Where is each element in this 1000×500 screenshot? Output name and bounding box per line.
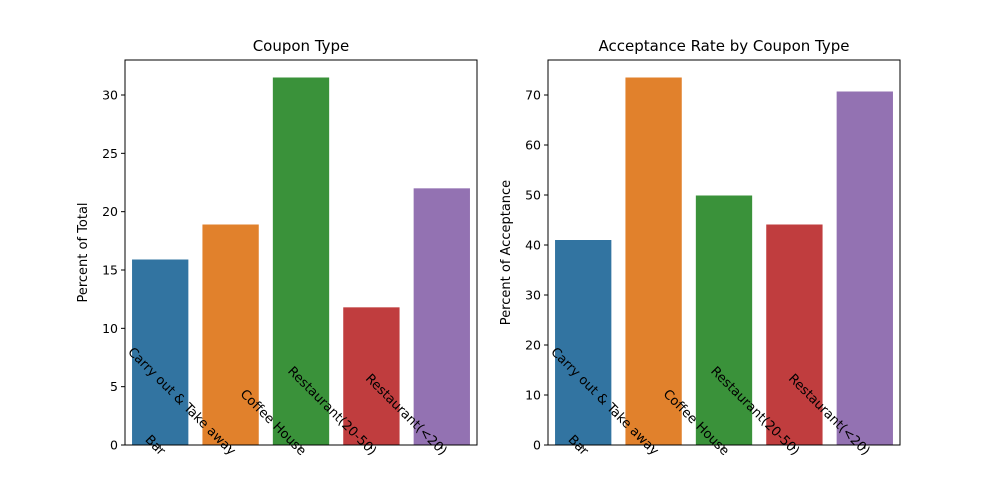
y-tick-label: 20: [525, 338, 541, 353]
bar-carry-out-take-away: [202, 224, 259, 445]
bar-carry-out-take-away: [625, 77, 682, 445]
y-tick-label: 30: [525, 288, 541, 303]
y-tick-label: 15: [102, 263, 118, 278]
y-tick-label: 0: [533, 438, 541, 453]
bar-restaurant-20-50: [766, 224, 823, 445]
y-tick-label: 30: [102, 88, 118, 103]
bar-bar: [132, 259, 189, 445]
bar-bar: [555, 240, 612, 445]
y-tick-label: 20: [102, 204, 118, 219]
y-tick-label: 50: [525, 188, 541, 203]
y-tick-label: 10: [102, 321, 118, 336]
chart-title: Acceptance Rate by Coupon Type: [599, 37, 850, 55]
y-tick-label: 60: [525, 138, 541, 153]
bar-coffee-house: [695, 195, 753, 445]
y-tick-label: 0: [110, 438, 118, 453]
y-axis-label: Percent of Total: [76, 202, 91, 302]
y-tick-label: 70: [525, 88, 541, 103]
bar-restaurant-20: [413, 188, 470, 446]
chart-title: Coupon Type: [253, 37, 350, 55]
y-axis-label: Percent of Acceptance: [499, 180, 514, 325]
y-tick-label: 5: [110, 379, 118, 394]
y-tick-label: 25: [102, 146, 118, 161]
bar-restaurant-20: [836, 91, 893, 445]
y-tick-label: 10: [525, 388, 541, 403]
bar-coffee-house: [272, 77, 330, 445]
bar-restaurant-20-50: [343, 307, 400, 445]
y-tick-label: 40: [525, 238, 541, 253]
